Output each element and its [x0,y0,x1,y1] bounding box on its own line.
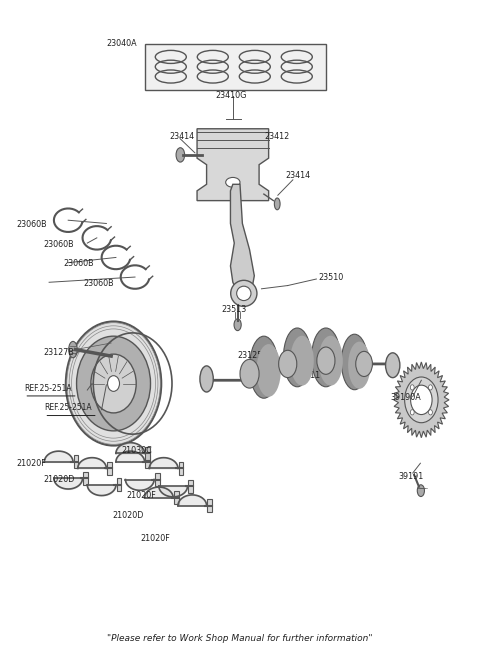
Ellipse shape [66,321,161,445]
FancyBboxPatch shape [144,44,326,90]
Ellipse shape [348,342,371,389]
Text: 23410G: 23410G [215,91,247,100]
Text: 39191: 39191 [398,472,424,481]
Text: 21020D: 21020D [43,475,75,484]
Text: 39190A: 39190A [390,394,421,402]
Ellipse shape [410,385,432,415]
Text: 23060B: 23060B [84,279,114,288]
Ellipse shape [317,347,335,375]
Ellipse shape [240,359,259,388]
FancyBboxPatch shape [174,491,179,504]
Text: 23414: 23414 [285,171,311,180]
Ellipse shape [176,148,185,162]
Ellipse shape [234,319,241,331]
Ellipse shape [410,385,414,390]
Ellipse shape [341,334,368,390]
Ellipse shape [283,328,311,387]
Text: 23412: 23412 [265,132,290,141]
FancyBboxPatch shape [145,455,150,468]
Ellipse shape [200,366,213,392]
Text: 23060B: 23060B [43,240,74,249]
Text: 23513: 23513 [222,305,247,314]
Text: 21020F: 21020F [126,491,156,501]
FancyBboxPatch shape [155,473,159,486]
Text: 23414: 23414 [169,132,194,141]
Text: "Please refer to Work Shop Manual for further information": "Please refer to Work Shop Manual for fu… [107,634,373,643]
Ellipse shape [91,354,136,413]
Ellipse shape [429,385,432,390]
FancyBboxPatch shape [188,480,193,493]
Ellipse shape [405,377,438,422]
Text: 23040A: 23040A [107,39,137,49]
Ellipse shape [319,336,343,386]
Ellipse shape [429,410,432,415]
Text: 21020F: 21020F [17,459,47,468]
FancyBboxPatch shape [117,478,121,491]
Text: REF.25-251A: REF.25-251A [24,384,72,392]
FancyBboxPatch shape [107,462,112,475]
Text: 23125: 23125 [238,351,263,360]
Text: 23111: 23111 [295,371,320,380]
Ellipse shape [410,410,414,415]
Ellipse shape [356,352,372,377]
Ellipse shape [256,344,281,397]
Ellipse shape [108,376,120,392]
Ellipse shape [279,350,297,378]
Ellipse shape [385,353,400,378]
Text: 21020F: 21020F [141,534,170,543]
FancyBboxPatch shape [74,455,78,468]
FancyBboxPatch shape [145,447,150,460]
Text: 21030C: 21030C [121,446,152,455]
Polygon shape [394,362,449,438]
Text: 23060B: 23060B [63,260,94,268]
Polygon shape [197,129,269,201]
Ellipse shape [417,485,424,497]
Ellipse shape [76,336,151,431]
Text: 23127B: 23127B [43,348,74,358]
FancyBboxPatch shape [179,462,183,475]
Text: 23510: 23510 [319,272,344,281]
Ellipse shape [69,341,77,358]
Text: 21020D: 21020D [112,511,144,520]
Text: 23060B: 23060B [17,220,48,230]
Ellipse shape [250,336,278,398]
Ellipse shape [231,280,257,306]
Ellipse shape [312,328,340,387]
FancyBboxPatch shape [207,499,212,512]
Polygon shape [230,184,254,295]
Ellipse shape [226,177,240,187]
FancyBboxPatch shape [83,472,88,485]
Text: REF.25-251A: REF.25-251A [44,403,92,412]
Ellipse shape [275,198,280,210]
Ellipse shape [290,336,314,386]
Ellipse shape [237,286,251,300]
